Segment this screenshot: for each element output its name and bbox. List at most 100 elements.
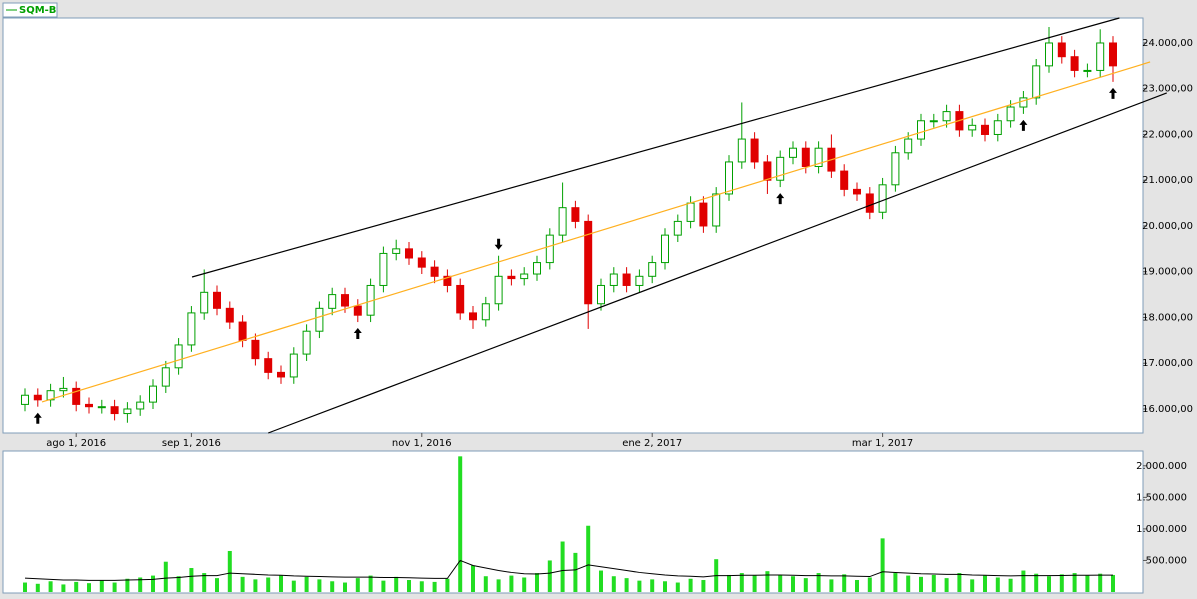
candle-body	[917, 120, 925, 140]
candle-body	[545, 234, 554, 264]
candle-body	[213, 291, 221, 309]
volume-bar	[419, 581, 424, 592]
x-tick-label: ene 2, 2017	[622, 438, 682, 449]
volume-bar	[227, 550, 232, 592]
candle-body	[993, 120, 1002, 135]
volume-bar	[253, 579, 258, 592]
legend	[2, 2, 58, 18]
volume-bar	[675, 582, 680, 592]
volume-bar	[355, 578, 360, 592]
candle-body	[853, 188, 861, 195]
candle-body	[302, 330, 311, 355]
volume-bar	[215, 578, 219, 592]
volume-bar	[663, 581, 667, 592]
volume-bar	[586, 525, 591, 592]
volume-average	[24, 559, 1113, 581]
candle-body	[174, 344, 183, 369]
y-tick-label: 500.000	[1146, 555, 1187, 566]
candle-body	[929, 120, 938, 123]
volume-bar	[765, 571, 770, 592]
volume-bar	[624, 578, 629, 592]
candle-body	[750, 138, 759, 163]
candle-body	[1083, 69, 1092, 72]
volume-bar	[330, 581, 335, 592]
volume-bar	[791, 576, 795, 592]
volume-bar	[240, 576, 245, 592]
volume-bar	[535, 573, 539, 592]
volume-bar	[87, 583, 91, 592]
volume-bar	[1098, 573, 1103, 592]
candle-body	[1045, 42, 1053, 67]
volume-bar	[496, 579, 501, 592]
volume-bar	[931, 574, 936, 592]
volume-bar	[842, 574, 847, 592]
volume-bar	[1072, 573, 1077, 592]
candle-body	[1096, 42, 1105, 71]
volume-bar	[547, 560, 552, 592]
volume-bar	[125, 578, 130, 592]
volume-bar	[995, 577, 1000, 592]
x-tick-label: ago 1, 2016	[46, 438, 106, 449]
y-tick-label: 17.000,00	[1142, 358, 1193, 369]
volume-bar	[445, 578, 450, 592]
candle-body	[686, 202, 695, 222]
volume-bar	[458, 456, 463, 592]
candle-body	[520, 273, 529, 280]
volume-bar	[701, 580, 706, 592]
volume-bar	[957, 573, 962, 592]
volume-bar	[35, 583, 40, 592]
volume-bar	[752, 575, 757, 592]
y-tick-label: 21.000,00	[1142, 175, 1193, 186]
volume-bar	[343, 582, 347, 592]
volume-bar	[394, 576, 399, 592]
volume-bar	[48, 581, 53, 592]
volume-bar	[112, 582, 117, 592]
candle-body	[878, 184, 887, 213]
volume-bar	[61, 584, 66, 592]
candle-body	[737, 138, 746, 163]
candle-body	[277, 371, 285, 378]
candle-body	[72, 387, 81, 405]
y-tick-label: 18.000,00	[1142, 312, 1193, 323]
trendline	[191, 17, 1120, 278]
candle-body	[801, 147, 810, 168]
signal-arrow	[1109, 87, 1117, 99]
volume-bar	[317, 579, 322, 592]
candle-body	[584, 220, 593, 305]
candle-body	[97, 406, 106, 409]
volume-bar	[74, 581, 79, 592]
candle-body	[1109, 42, 1117, 67]
candle-body	[609, 273, 618, 286]
volume-bar	[1034, 573, 1039, 592]
candle-body	[315, 307, 324, 332]
volume-bar	[855, 580, 859, 592]
candle-body	[405, 248, 413, 259]
volume-bar	[151, 575, 155, 592]
volume-bar	[906, 575, 911, 592]
candle-body	[597, 284, 605, 305]
volume-panel	[2, 450, 1144, 594]
volume-bar	[983, 575, 987, 592]
volume-bar	[1111, 574, 1115, 592]
signal-arrow	[33, 412, 42, 424]
volume-bar	[1021, 570, 1026, 592]
candle-body	[712, 193, 721, 227]
volume-bar	[970, 579, 975, 592]
candle-body	[1032, 65, 1041, 99]
volume-bar	[1008, 578, 1013, 592]
volume-bar	[880, 538, 885, 592]
candle-body	[622, 273, 631, 286]
volume-bar	[599, 570, 603, 592]
candle-body	[814, 147, 823, 168]
candle-body	[149, 385, 157, 403]
signal-arrow	[353, 328, 362, 340]
volume-bar	[778, 574, 783, 592]
candle-body	[392, 248, 401, 254]
candle-body	[136, 401, 145, 410]
candle-body	[341, 294, 349, 307]
candle-body	[661, 234, 669, 264]
candle-body	[443, 275, 452, 286]
volume-bar	[816, 573, 821, 592]
volume-bar	[483, 576, 488, 592]
